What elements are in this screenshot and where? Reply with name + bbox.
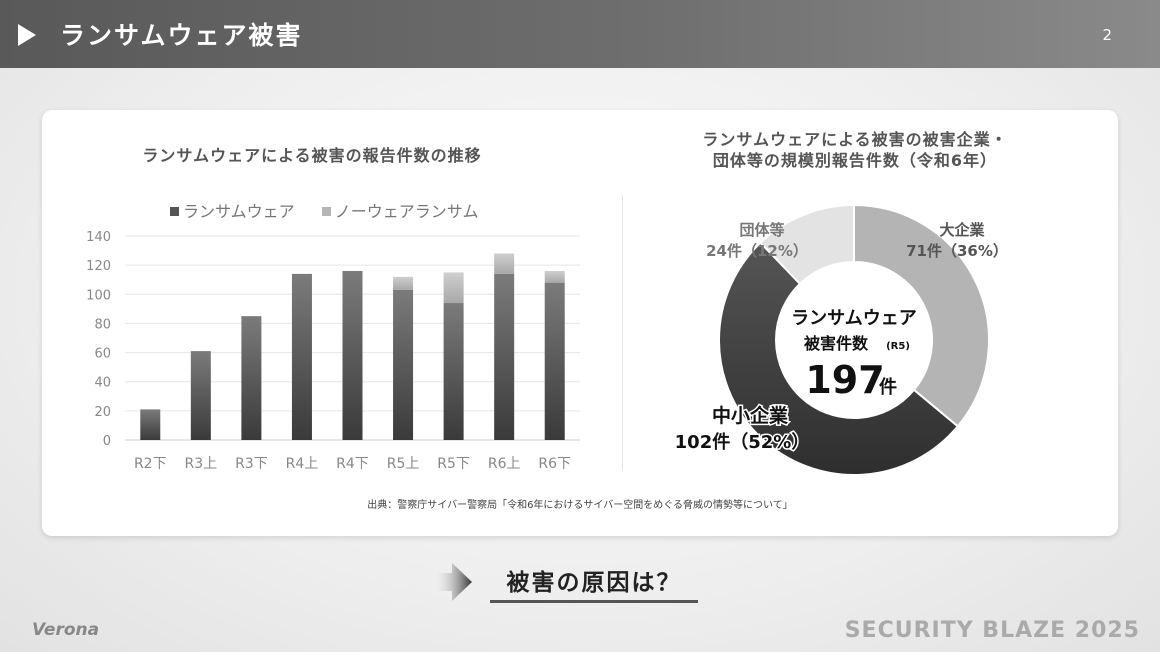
y-tick-label: 0 bbox=[103, 434, 111, 449]
bar-ransomware bbox=[544, 282, 565, 440]
x-tick-label: R5上 bbox=[387, 456, 420, 472]
donut-segment-org bbox=[759, 203, 855, 286]
x-tick-label: R5下 bbox=[437, 456, 470, 472]
event-name: SECURITY BLAZE 2025 bbox=[844, 618, 1140, 643]
bar-ransomware bbox=[443, 303, 464, 440]
bar-noware bbox=[544, 270, 565, 283]
segment-detail-sme: 102件（52%） bbox=[675, 431, 810, 453]
play-triangle-icon bbox=[18, 24, 36, 46]
segment-label-large: 大企業 bbox=[939, 221, 985, 239]
source-citation: 出典：警察庁サイバー警察局「令和6年におけるサイバー空間をめぐる脅威の情勢等につ… bbox=[367, 500, 793, 511]
bar-ransomware bbox=[393, 289, 414, 440]
verona-logo: Verona bbox=[32, 620, 100, 640]
x-tick-label: R4下 bbox=[336, 456, 369, 472]
y-tick-label: 100 bbox=[86, 288, 111, 303]
donut-center-value: 197 bbox=[805, 358, 884, 402]
slide-header: ランサムウェア被害 2 bbox=[0, 0, 1160, 68]
bar-ransomware bbox=[241, 316, 262, 440]
bar-noware bbox=[393, 276, 414, 290]
donut-center-label-1: ランサムウェア bbox=[791, 308, 917, 329]
chart-divider bbox=[622, 195, 623, 470]
bar-ransomware bbox=[291, 273, 312, 440]
cause-underline bbox=[490, 600, 698, 603]
bar-ransomware bbox=[494, 273, 515, 440]
page-number: 2 bbox=[1102, 26, 1112, 44]
bar-ransomware bbox=[342, 270, 363, 440]
segment-detail-org: 24件（12%） bbox=[706, 242, 808, 260]
segment-detail-large: 71件（36%） bbox=[906, 242, 1008, 260]
bar-ransomware bbox=[140, 409, 161, 440]
donut-labels: ランサムウェア 被害件数 (R5) 197 件 大企業 71件（36%） 団体等… bbox=[673, 221, 1008, 455]
bar-noware bbox=[494, 253, 515, 274]
bar-noware bbox=[443, 272, 464, 304]
donut-segment-sme bbox=[718, 241, 960, 476]
arrow-right-icon bbox=[432, 563, 472, 601]
y-tick-label: 40 bbox=[94, 376, 111, 391]
y-tick-label: 120 bbox=[86, 259, 111, 274]
bar-chart-title: ランサムウェアによる被害の報告件数の推移 bbox=[142, 146, 482, 165]
x-tick-label: R3下 bbox=[235, 456, 268, 472]
bar-chart-legend: ランサムウェア ノーウェアランサム bbox=[170, 198, 500, 222]
segment-label-sme: 中小企業 bbox=[712, 404, 789, 427]
legend-item-noware: ノーウェアランサム bbox=[321, 202, 478, 221]
x-tick-label: R4上 bbox=[286, 456, 319, 472]
x-tick-label: R6上 bbox=[488, 456, 521, 472]
segment-label-org: 団体等 bbox=[739, 221, 784, 239]
donut-center-label-2: 被害件数 bbox=[804, 334, 869, 353]
donut-center-suffix: (R5) bbox=[886, 341, 910, 352]
y-tick-label: 60 bbox=[94, 347, 111, 362]
bar-ransomware bbox=[190, 351, 211, 440]
x-tick-label: R3上 bbox=[185, 456, 218, 472]
bar-chart: 0 20 40 60 80 100 120 140 R2下 R3上 R3下 R4上 R4下 R5上 R5下 R… bbox=[86, 230, 580, 472]
donut-segment-large bbox=[853, 203, 990, 428]
cause-heading: 被害の原因は？ bbox=[506, 570, 682, 596]
slide-title: ランサムウェア被害 bbox=[60, 21, 303, 50]
y-tick-label: 140 bbox=[86, 230, 111, 245]
donut-center-unit: 件 bbox=[879, 376, 897, 398]
x-tick-label: R6下 bbox=[538, 456, 571, 472]
y-tick-label: 80 bbox=[94, 317, 111, 332]
y-tick-label: 20 bbox=[94, 405, 111, 420]
donut-chart bbox=[718, 203, 990, 476]
legend-item-ransomware: ランサムウェア bbox=[170, 202, 295, 221]
donut-chart-title: ランサムウェアによる被害の被害企業・ 団体等の規模別報告件数（令和6年） bbox=[702, 130, 1008, 170]
x-tick-label: R2下 bbox=[134, 456, 167, 472]
